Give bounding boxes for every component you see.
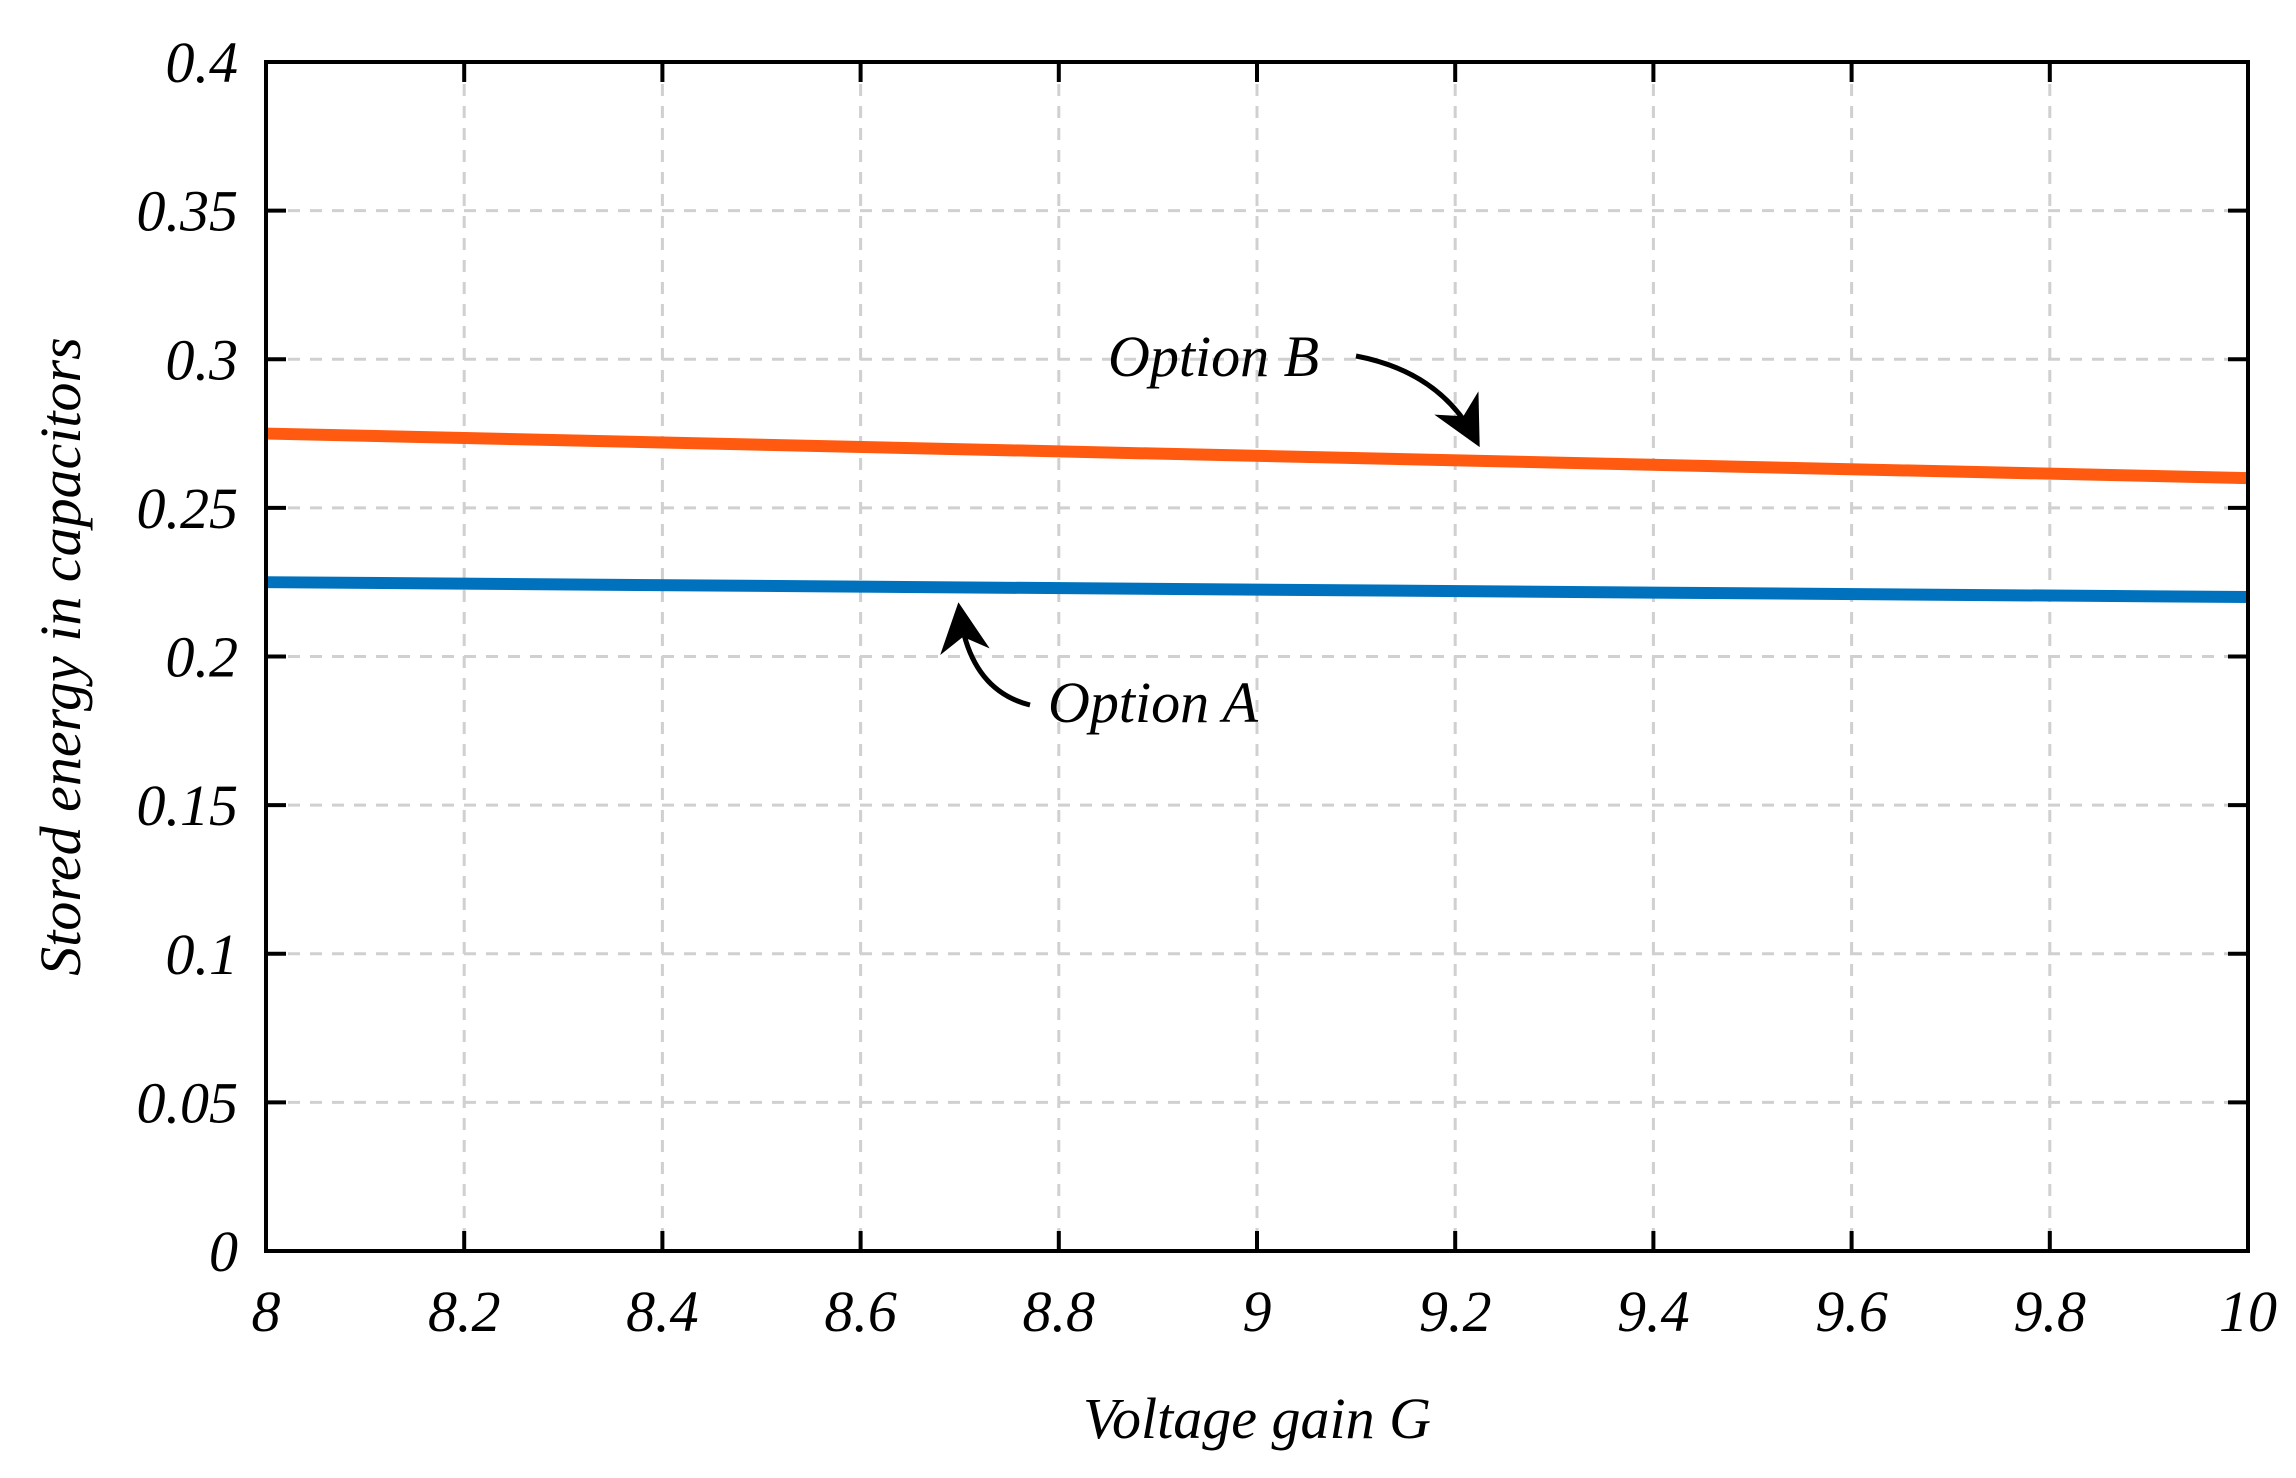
y-tick-label: 0.25: [137, 476, 239, 541]
grid: [266, 62, 2248, 1251]
x-tick-label: 8.6: [824, 1279, 897, 1344]
y-tick-label: 0.15: [137, 773, 239, 838]
y-tick-label: 0.4: [166, 30, 239, 95]
x-tick-label: 8.8: [1023, 1279, 1096, 1344]
x-tick-label: 9: [1243, 1279, 1272, 1344]
x-tick-label: 9.6: [1815, 1279, 1888, 1344]
annotation-option-a: Option A: [1048, 670, 1259, 735]
series-line-option-b: [265, 427, 2249, 485]
y-tick-label: 0.3: [166, 327, 239, 392]
x-tick-label: 8.2: [428, 1279, 501, 1344]
annotations: Option A Option B: [940, 324, 1480, 735]
y-tick-label: 0.2: [166, 625, 239, 690]
annotation-option-b: Option B: [1108, 324, 1319, 389]
x-tick-label: 9.4: [1617, 1279, 1690, 1344]
y-tick-label: 0.35: [137, 179, 239, 244]
tick-labels: 8 8.2 8.4 8.6 8.8 9 9.2 9.4 9.6 9.8 10 0 0.05 0.1 0.15…: [137, 30, 2278, 1344]
y-axis-title: Stored energy in capacitors: [28, 337, 93, 975]
annotation-arrow-option-b: [1355, 353, 1480, 448]
x-tick-label: 10: [2219, 1279, 2277, 1344]
y-tick-label: 0.1: [166, 922, 239, 987]
ticks: [264, 60, 2250, 1253]
x-tick-label: 8: [252, 1279, 281, 1344]
y-tick-label: 0: [209, 1219, 238, 1284]
series-line-option-a: [265, 576, 2249, 604]
series-layer: [265, 427, 2249, 604]
x-tick-label: 8.4: [626, 1279, 699, 1344]
y-tick-label: 0.05: [137, 1070, 239, 1135]
x-tick-label: 9.8: [2014, 1279, 2087, 1344]
x-axis-title: Voltage gain G: [1083, 1386, 1431, 1451]
annotation-arrow-option-a: [940, 602, 1031, 708]
x-tick-label: 9.2: [1419, 1279, 1492, 1344]
